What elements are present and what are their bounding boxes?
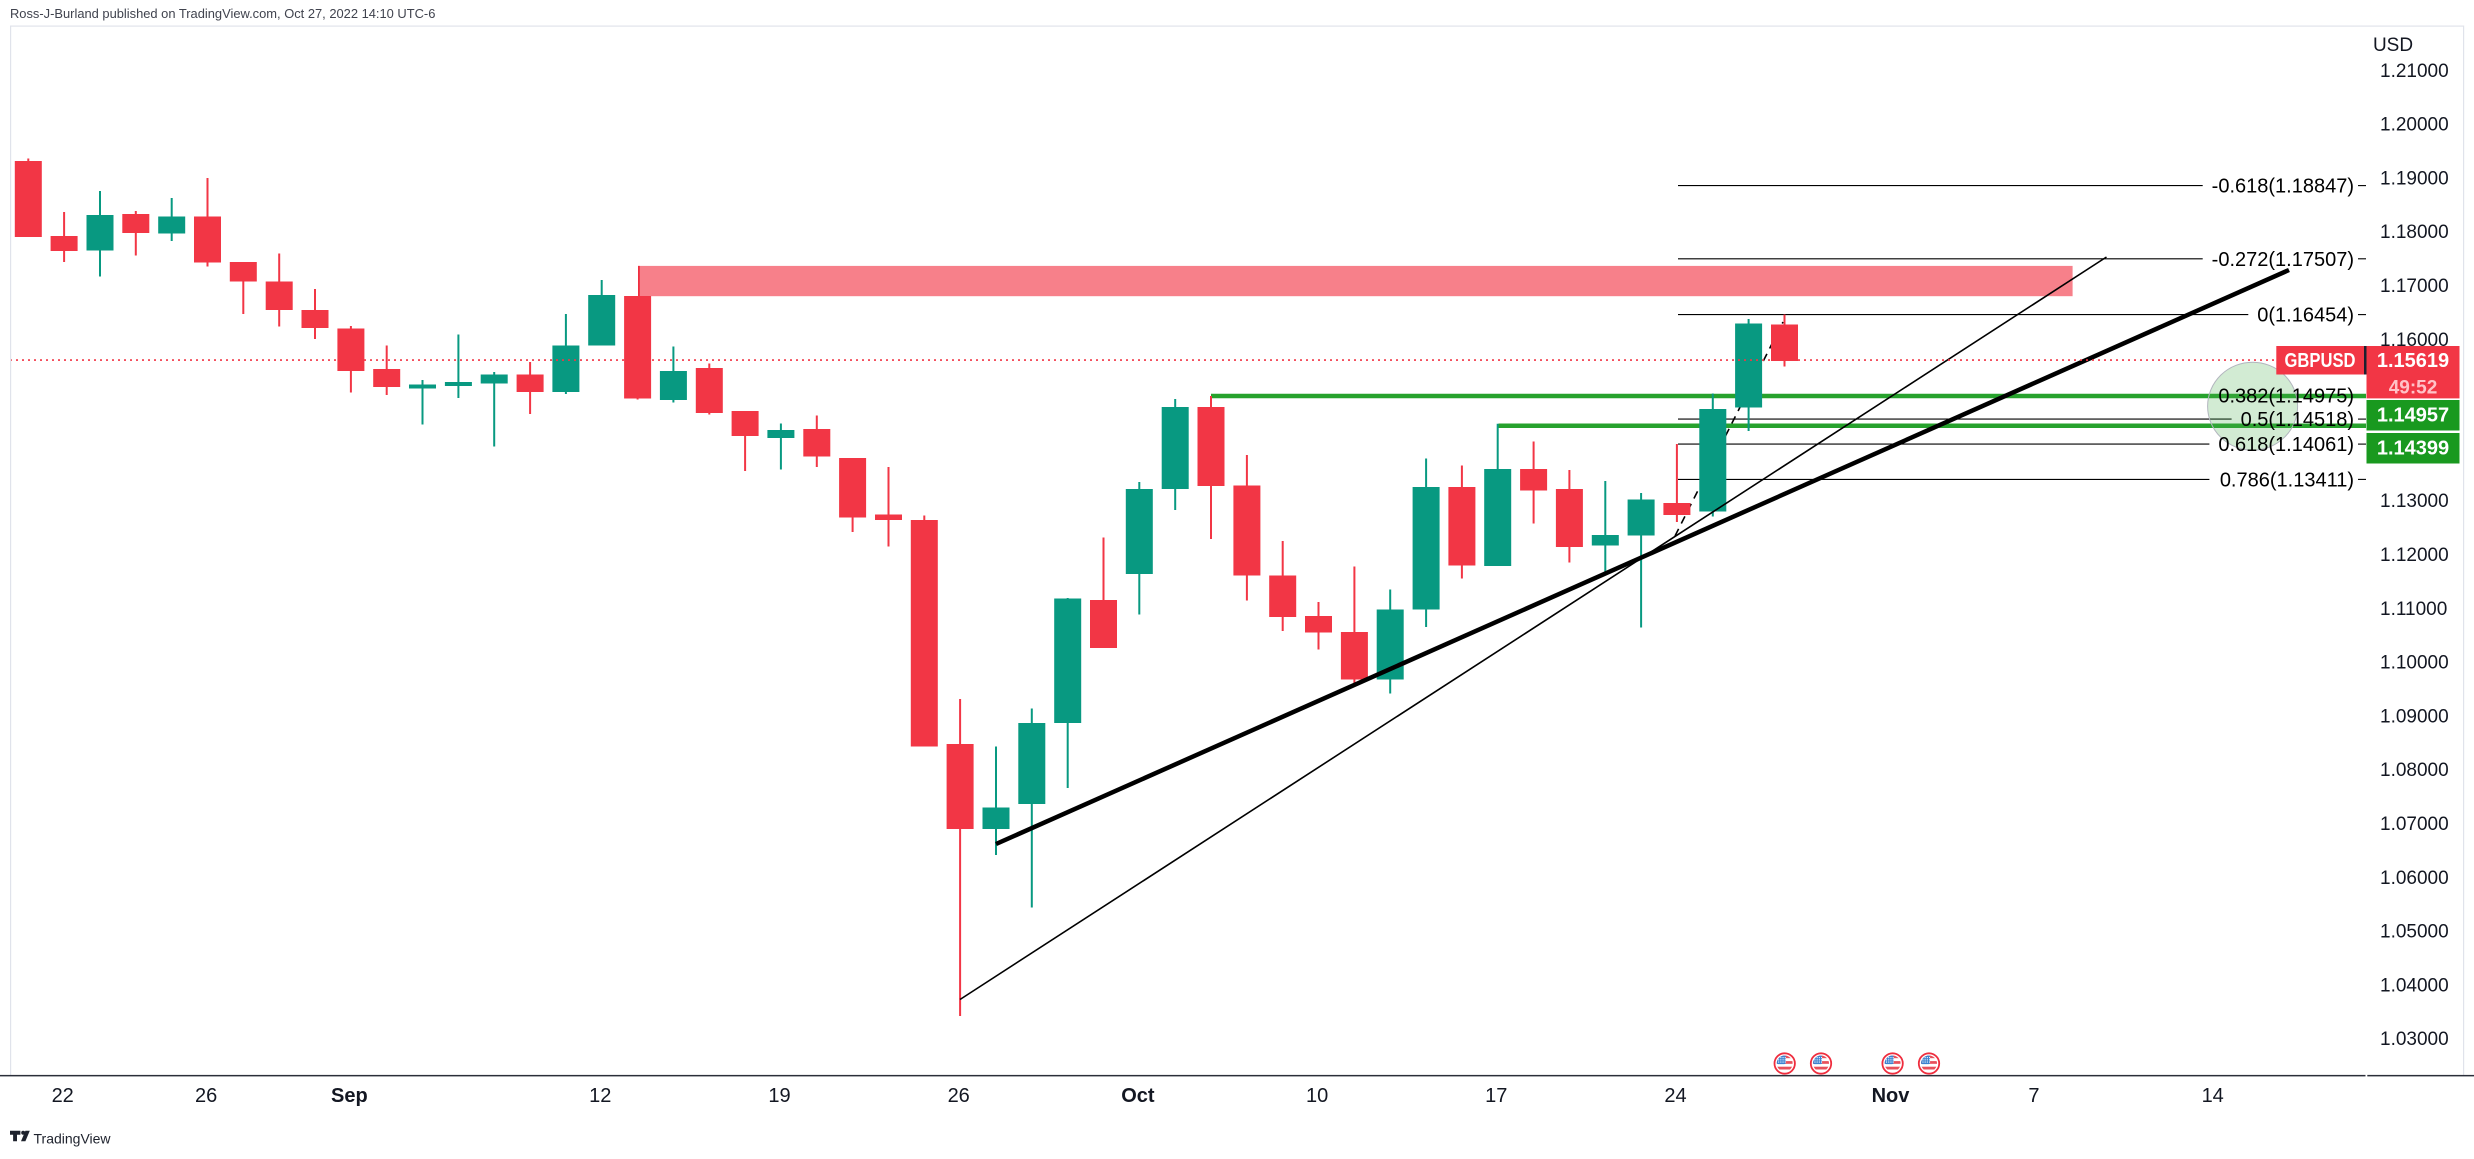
svg-text:1.06000: 1.06000 [2380, 868, 2449, 889]
svg-text:Oct: Oct [1121, 1085, 1155, 1107]
svg-text:-0.618(1.18847): -0.618(1.18847) [2212, 176, 2354, 198]
svg-text:7: 7 [2028, 1085, 2039, 1107]
svg-text:1.04000: 1.04000 [2380, 975, 2449, 996]
svg-text:0.5(1.14518): 0.5(1.14518) [2241, 409, 2354, 431]
svg-text:17: 17 [1485, 1085, 1507, 1107]
svg-text:TradingView: TradingView [34, 1131, 112, 1147]
svg-text:1.19000: 1.19000 [2380, 168, 2449, 189]
svg-text:14: 14 [2202, 1085, 2224, 1107]
svg-text:1.21000: 1.21000 [2380, 61, 2449, 82]
svg-text:1.12000: 1.12000 [2380, 545, 2449, 566]
svg-text:1.08000: 1.08000 [2380, 760, 2449, 781]
svg-text:1.13000: 1.13000 [2380, 491, 2449, 512]
svg-text:1.03000: 1.03000 [2380, 1029, 2449, 1050]
svg-text:10: 10 [1306, 1085, 1328, 1107]
svg-text:1.16000: 1.16000 [2380, 330, 2449, 351]
svg-text:1.14399: 1.14399 [2377, 438, 2449, 460]
svg-text:1.11000: 1.11000 [2380, 599, 2447, 620]
svg-text:0.382(1.14975): 0.382(1.14975) [2218, 385, 2354, 407]
svg-text:Ross-J-Burland published on Tr: Ross-J-Burland published on TradingView.… [10, 6, 435, 21]
svg-text:0(1.16454): 0(1.16454) [2257, 305, 2354, 327]
svg-text:0.618(1.14061): 0.618(1.14061) [2218, 434, 2354, 456]
svg-text:22: 22 [52, 1085, 74, 1107]
svg-text:49:52: 49:52 [2389, 378, 2438, 399]
svg-text:1.18000: 1.18000 [2380, 222, 2449, 243]
svg-text:12: 12 [589, 1085, 611, 1107]
svg-text:1.14957: 1.14957 [2377, 405, 2449, 427]
svg-text:Sep: Sep [331, 1085, 368, 1107]
svg-text:GBPUSD: GBPUSD [2285, 350, 2356, 372]
svg-text:26: 26 [948, 1085, 970, 1107]
svg-text:26: 26 [195, 1085, 217, 1107]
svg-text:1.15619: 1.15619 [2377, 350, 2449, 372]
svg-text:0.786(1.13411): 0.786(1.13411) [2220, 469, 2354, 491]
svg-text:1.20000: 1.20000 [2380, 115, 2449, 136]
svg-text:1.07000: 1.07000 [2380, 814, 2449, 835]
svg-text:USD: USD [2373, 35, 2413, 56]
svg-text:1.10000: 1.10000 [2380, 653, 2449, 674]
svg-text:-0.272(1.17507): -0.272(1.17507) [2212, 249, 2354, 271]
svg-text:Nov: Nov [1872, 1085, 1911, 1107]
svg-text:24: 24 [1664, 1085, 1686, 1107]
svg-text:1.05000: 1.05000 [2380, 922, 2449, 943]
svg-text:1.09000: 1.09000 [2380, 706, 2449, 727]
svg-text:19: 19 [768, 1085, 790, 1107]
svg-text:1.17000: 1.17000 [2380, 276, 2449, 297]
